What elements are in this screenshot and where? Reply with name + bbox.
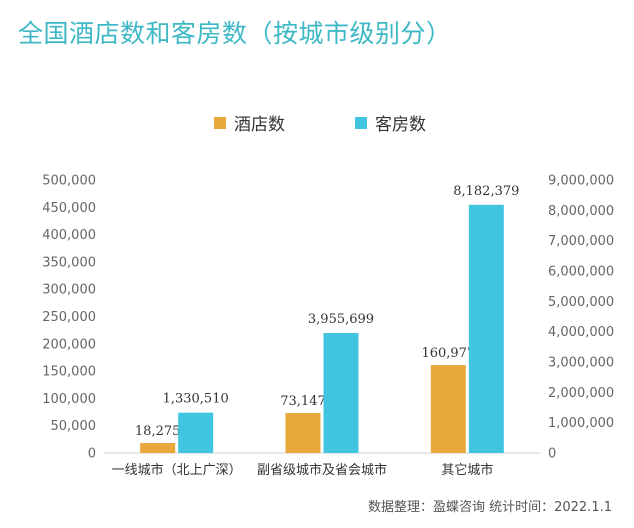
category-label: 副省级城市及省会城市 xyxy=(257,462,387,478)
right-axis-tick-label: 2,000,000 xyxy=(548,386,614,401)
legend: 酒店数 客房数 xyxy=(0,110,634,136)
left-axis-tick-label: 50,000 xyxy=(51,419,97,434)
right-axis-tick-label: 8,000,000 xyxy=(548,204,614,219)
bar-rooms xyxy=(323,333,359,453)
left-axis-tick-label: 500,000 xyxy=(42,174,96,189)
category-label: 其它城市 xyxy=(441,462,493,478)
legend-label-hotels: 酒店数 xyxy=(234,115,285,135)
data-label-hotels: 73,147 xyxy=(280,394,326,409)
right-axis-tick-label: 3,000,000 xyxy=(548,356,614,371)
bar-hotels xyxy=(140,443,176,453)
right-axis-tick-label: 6,000,000 xyxy=(548,265,614,280)
left-axis-tick-label: 150,000 xyxy=(42,365,96,380)
data-label-hotels: 18,275 xyxy=(135,424,181,439)
left-axis-tick-label: 300,000 xyxy=(42,283,96,298)
legend-label-rooms: 客房数 xyxy=(375,115,426,135)
data-label-rooms: 8,182,379 xyxy=(453,184,519,199)
legend-swatch-rooms xyxy=(355,116,367,129)
bar-rooms xyxy=(178,412,214,453)
left-axis-tick-label: 400,000 xyxy=(42,228,96,243)
right-axis-tick-label: 5,000,000 xyxy=(548,295,614,310)
right-axis-tick-label: 1,000,000 xyxy=(548,416,614,431)
left-axis-tick-label: 200,000 xyxy=(42,337,96,352)
left-axis-tick-label: 250,000 xyxy=(42,310,96,325)
legend-item-rooms: 客房数 xyxy=(355,110,426,135)
chart-title: 全国酒店数和客房数（按城市级别分） xyxy=(18,19,452,48)
legend-swatch-hotels xyxy=(214,116,226,129)
legend-item-hotels: 酒店数 xyxy=(214,110,285,135)
source-note: 数据整理：盈蝶咨询 统计时间：2022.1.1 xyxy=(367,500,612,515)
bar-hotels xyxy=(430,365,466,453)
data-label-hotels: 160,977 xyxy=(421,346,475,361)
left-axis-tick-label: 0 xyxy=(88,447,96,462)
right-axis-tick-label: 0 xyxy=(548,447,556,462)
data-label-rooms: 3,955,699 xyxy=(308,312,374,327)
bar-hotels xyxy=(285,413,321,453)
left-axis-tick-label: 350,000 xyxy=(42,255,96,270)
right-axis-tick-label: 9,000,000 xyxy=(548,174,614,189)
left-axis-tick-label: 450,000 xyxy=(42,201,96,216)
data-label-rooms: 1,330,510 xyxy=(163,392,229,407)
category-label: 一线城市（北上广深） xyxy=(112,462,242,478)
left-axis-tick-label: 100,000 xyxy=(42,392,96,407)
right-axis-tick-label: 4,000,000 xyxy=(548,325,614,340)
right-axis-tick-label: 7,000,000 xyxy=(548,234,614,249)
bar-rooms xyxy=(468,204,504,453)
